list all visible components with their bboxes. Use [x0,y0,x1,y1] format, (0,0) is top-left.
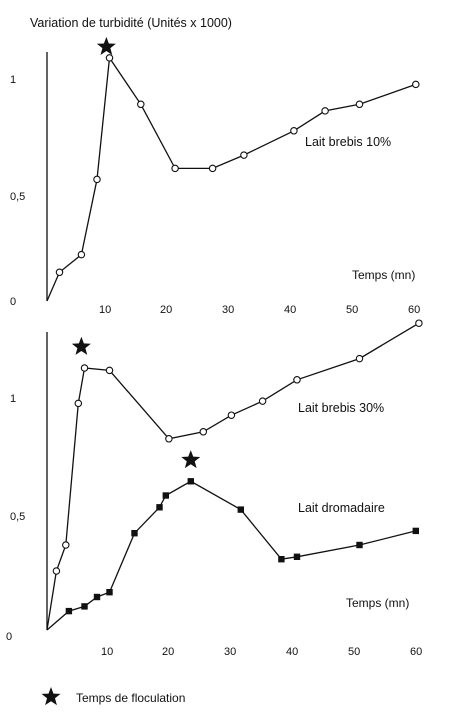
floculation-star-icon [71,336,91,355]
x-tick-bottom-0: 0 [6,631,12,643]
data-point [74,399,83,408]
data-point [93,175,101,184]
data-point [356,541,363,549]
data-point [137,100,145,109]
x-tick-bottom-40: 40 [286,646,298,658]
x-tick-bottom-10: 10 [101,646,113,658]
data-point [52,567,61,575]
y-tick-top-05: 0,5 [10,191,25,203]
series-line-1-0 [46,322,420,631]
data-point [81,603,88,610]
chart-title: Variation de turbidité (Unités x 1000) [30,16,232,30]
data-point [131,530,138,537]
panel-bottom: 1 0,5 0 10 20 30 40 50 60 Temps (mn) Lai… [6,319,423,658]
data-point [187,478,194,485]
plot-area-top [46,36,420,302]
data-point [278,556,285,563]
series-label-brebis-10: Lait brebis 10% [305,135,391,149]
data-point [77,250,86,259]
data-point [208,164,217,173]
data-point [171,164,179,173]
data-point [321,107,329,115]
floculation-star-icon [181,450,201,469]
floculation-star-icon [96,36,116,55]
data-point [293,553,301,560]
star-icon [41,687,61,706]
data-point [240,151,248,159]
data-point [355,354,364,363]
data-point [62,541,70,549]
data-point [290,127,298,135]
data-point [355,100,364,109]
y-tick-top-0: 0 [10,296,16,308]
x-tick-bottom-30: 30 [224,646,236,658]
data-point [65,607,73,615]
x-tick-top-50: 50 [346,304,358,316]
data-point [412,80,420,89]
data-point [162,492,169,499]
x-tick-top-60: 60 [408,304,420,316]
data-point [106,589,113,596]
x-tick-top-20: 20 [160,304,172,316]
data-point [293,376,301,384]
y-tick-bottom-1: 1 [10,393,16,405]
data-point [80,364,89,372]
data-point [412,527,419,535]
x-tick-bottom-60: 60 [410,646,422,658]
data-point [258,397,267,405]
series-label-brebis-30: Lait brebis 30% [298,401,384,415]
data-point [55,268,64,277]
data-point [105,366,114,375]
x-tick-bottom-50: 50 [348,646,360,658]
x-axis-label-top: Temps (mn) [352,268,415,282]
series-label-dromadaire: Lait dromadaire [298,501,385,515]
data-point [165,435,173,443]
legend-label: Temps de floculation [76,691,185,705]
data-point [156,504,163,511]
data-point [105,54,114,62]
x-tick-bottom-20: 20 [162,646,174,658]
x-tick-top-30: 30 [222,304,234,316]
plot-area-bottom [46,319,423,631]
data-point [227,411,236,419]
data-point [237,506,244,513]
y-tick-bottom-05: 0,5 [10,511,25,523]
data-point [199,428,208,436]
legend-star-shape [41,687,61,706]
x-axis-label-bottom: Temps (mn) [346,596,409,610]
panel-top: Variation de turbidité (Unités x 1000) 1… [10,16,420,316]
data-point [93,593,101,601]
y-tick-top-1: 1 [10,74,16,86]
data-point [415,319,423,327]
x-tick-top-40: 40 [284,304,296,316]
legend: Temps de floculation [41,687,185,706]
x-tick-top-10: 10 [99,304,111,316]
series-line-0-0 [46,56,417,302]
